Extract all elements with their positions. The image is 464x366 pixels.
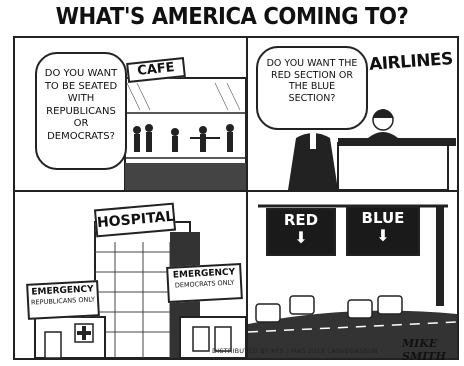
down-arrow-icon: ⬇: [294, 228, 308, 247]
airlines-speech-bubble: DO YOU WANT THE RED SECTION OR THE BLUE …: [256, 46, 368, 130]
vertical-panel-divider: [246, 36, 248, 360]
artist-signature: MIKE SMITH: [402, 337, 446, 363]
panel-highway: RED ⬇ BLUE ⬇: [248, 192, 457, 358]
down-arrow-icon: ⬇: [376, 226, 390, 245]
horizontal-panel-divider: [13, 190, 459, 192]
panel-hospital: HOSPITAL EMERGENCY REPUBLICANS ONLY EMER…: [15, 192, 246, 358]
highway-drawing: [248, 204, 457, 358]
cartoon-title: WHAT'S AMERICA COMING TO?: [55, 4, 409, 30]
blue-lane-label: BLUE: [361, 209, 405, 227]
red-lane-label: RED: [283, 211, 319, 229]
panel-airlines: AIRLINES DO YOU WANT THE RED SECTION OR …: [248, 38, 457, 190]
airline-counter-drawing: [288, 106, 456, 190]
cafe-speech-bubble: DO YOU WANT TO BE SEATED WITH REPUBLICAN…: [35, 52, 127, 170]
cafe-storefront-drawing: [124, 77, 246, 190]
distribution-credit: DISTRIBUTED BY KPS / MAS 2018 LASVEGASSU…: [212, 347, 378, 355]
panel-cafe: CAFE DO YOU WANT TO BE SEATED WITH REPUB…: [15, 38, 246, 190]
emergency-democrats-sign: EMERGENCY DEMOCRATS ONLY: [166, 263, 243, 303]
blue-lane-sign: BLUE ⬇: [346, 206, 420, 256]
emergency-republicans-sign: EMERGENCY REPUBLICANS ONLY: [26, 280, 100, 320]
red-lane-sign: RED ⬇: [266, 208, 336, 256]
